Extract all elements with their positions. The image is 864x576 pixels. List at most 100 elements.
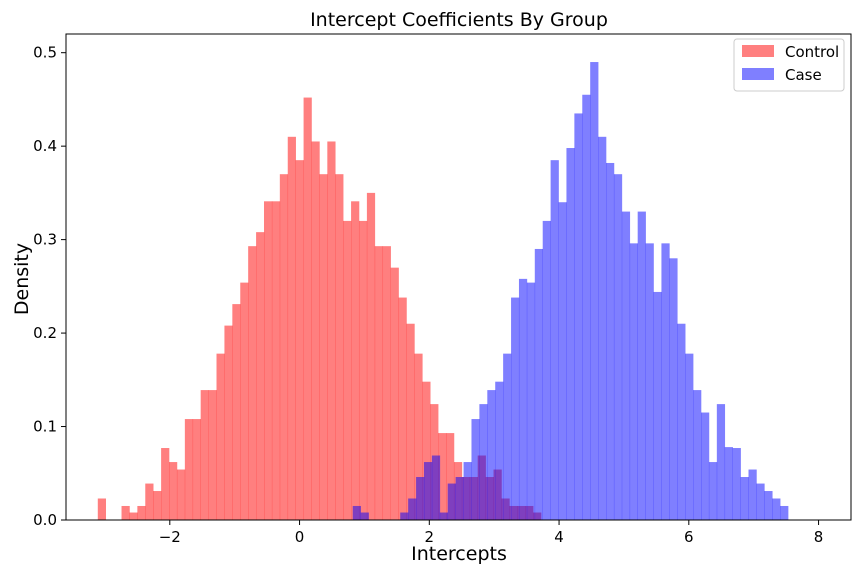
- bar-control-34: [366, 192, 376, 520]
- bar-case-44: [701, 412, 710, 520]
- bar-case-36: [637, 211, 646, 520]
- legend-swatch-case: [742, 68, 774, 80]
- y-tick-label: 0.4: [33, 137, 57, 155]
- bar-control-16: [224, 325, 233, 520]
- bar-control-24: [287, 136, 296, 520]
- bar-case-13: [455, 477, 464, 520]
- y-axis-title: Density: [11, 243, 33, 315]
- bar-control-29: [327, 141, 336, 521]
- bar-case-49: [740, 477, 749, 520]
- bar-case-54: [780, 505, 789, 520]
- x-tick-label: −2: [159, 528, 181, 546]
- bar-control-7: [153, 491, 162, 520]
- bar-case-21: [518, 278, 528, 520]
- bar-control-40: [414, 353, 423, 520]
- bar-control-9: [169, 462, 178, 520]
- bar-case-18: [495, 381, 504, 520]
- bar-control-39: [406, 323, 415, 520]
- x-tick-label: 8: [814, 528, 824, 546]
- bar-control-4: [129, 512, 138, 520]
- x-axis: −2 0 2 4 6 8: [159, 520, 824, 546]
- bar-case-6: [400, 512, 409, 520]
- x-tick-label: 2: [425, 528, 435, 546]
- bar-control-27: [311, 141, 320, 521]
- chart-title: Intercept Coefficients By Group: [310, 9, 608, 31]
- x-axis-title: Intercepts: [411, 543, 507, 565]
- bar-case-34: [621, 211, 631, 520]
- bar-case-41: [677, 323, 686, 520]
- bar-case-20: [511, 297, 520, 520]
- bar-case-32: [606, 162, 615, 521]
- bar-control-5: [137, 505, 146, 520]
- bar-case-7: [408, 498, 417, 520]
- y-tick-label: 0.2: [33, 324, 57, 342]
- bar-control-14: [208, 390, 217, 520]
- bar-control-6: [145, 483, 154, 520]
- bar-case-52: [764, 491, 773, 520]
- bar-control-21: [264, 201, 273, 521]
- bar-control-20: [256, 232, 265, 520]
- bar-control-43: [438, 433, 447, 520]
- bar-control-3: [121, 505, 130, 520]
- bar-case-19: [503, 353, 512, 520]
- bar-case-48: [732, 448, 741, 520]
- legend-swatch-control: [742, 45, 774, 57]
- bar-control-38: [398, 297, 407, 520]
- x-tick-label: 0: [295, 528, 305, 546]
- bar-case-33: [613, 174, 623, 520]
- y-tick-label: 0.1: [33, 418, 57, 436]
- y-tick-label: 0.0: [33, 511, 57, 529]
- bar-control-32: [351, 201, 360, 521]
- bar-case-12: [447, 483, 456, 520]
- bar-control-19: [248, 246, 257, 520]
- bar-control-0: [97, 498, 106, 520]
- bar-control-35: [374, 246, 384, 520]
- bar-case-37: [645, 243, 654, 520]
- legend-label-case: Case: [785, 66, 822, 84]
- bar-case-9: [423, 462, 433, 520]
- bar-case-15: [471, 419, 480, 520]
- bar-control-13: [200, 390, 209, 520]
- bars-layer: [97, 62, 789, 521]
- bar-case-53: [772, 498, 781, 520]
- bar-control-28: [319, 174, 328, 520]
- y-tick-label: 0.3: [33, 231, 57, 249]
- bar-case-1: [360, 512, 369, 520]
- bar-case-24: [542, 220, 551, 521]
- bar-case-28: [574, 113, 583, 520]
- legend: Control Case: [733, 38, 845, 92]
- bar-control-15: [216, 353, 225, 520]
- bar-case-43: [693, 390, 702, 520]
- bar-case-39: [661, 243, 670, 520]
- bar-case-47: [724, 447, 733, 520]
- bar-control-18: [240, 282, 249, 520]
- bar-case-22: [526, 282, 536, 520]
- bar-control-12: [192, 419, 201, 520]
- bar-case-31: [598, 136, 607, 520]
- x-tick-label: 4: [554, 528, 564, 546]
- bar-control-8: [161, 448, 170, 520]
- bar-case-42: [685, 353, 694, 520]
- bar-case-17: [487, 390, 496, 520]
- bar-case-16: [479, 404, 488, 520]
- y-axis: 0.0 0.1 0.2 0.3 0.4 0.5: [33, 44, 66, 529]
- bar-control-23: [279, 174, 289, 520]
- bar-control-22: [271, 201, 281, 521]
- bar-case-11: [439, 512, 449, 520]
- bar-control-10: [176, 469, 186, 520]
- bar-case-25: [550, 160, 559, 521]
- bar-case-40: [669, 258, 678, 520]
- bar-case-38: [653, 291, 662, 520]
- bar-control-33: [358, 220, 368, 521]
- plot-frame: [65, 33, 852, 521]
- bar-case-35: [629, 243, 638, 520]
- bar-case-10: [431, 455, 441, 520]
- bar-case-29: [582, 94, 591, 520]
- bar-control-30: [335, 174, 344, 520]
- bar-case-14: [463, 462, 472, 520]
- bar-case-27: [566, 148, 575, 520]
- bar-control-17: [232, 304, 241, 520]
- bar-control-37: [390, 267, 399, 520]
- bar-case-45: [708, 462, 718, 520]
